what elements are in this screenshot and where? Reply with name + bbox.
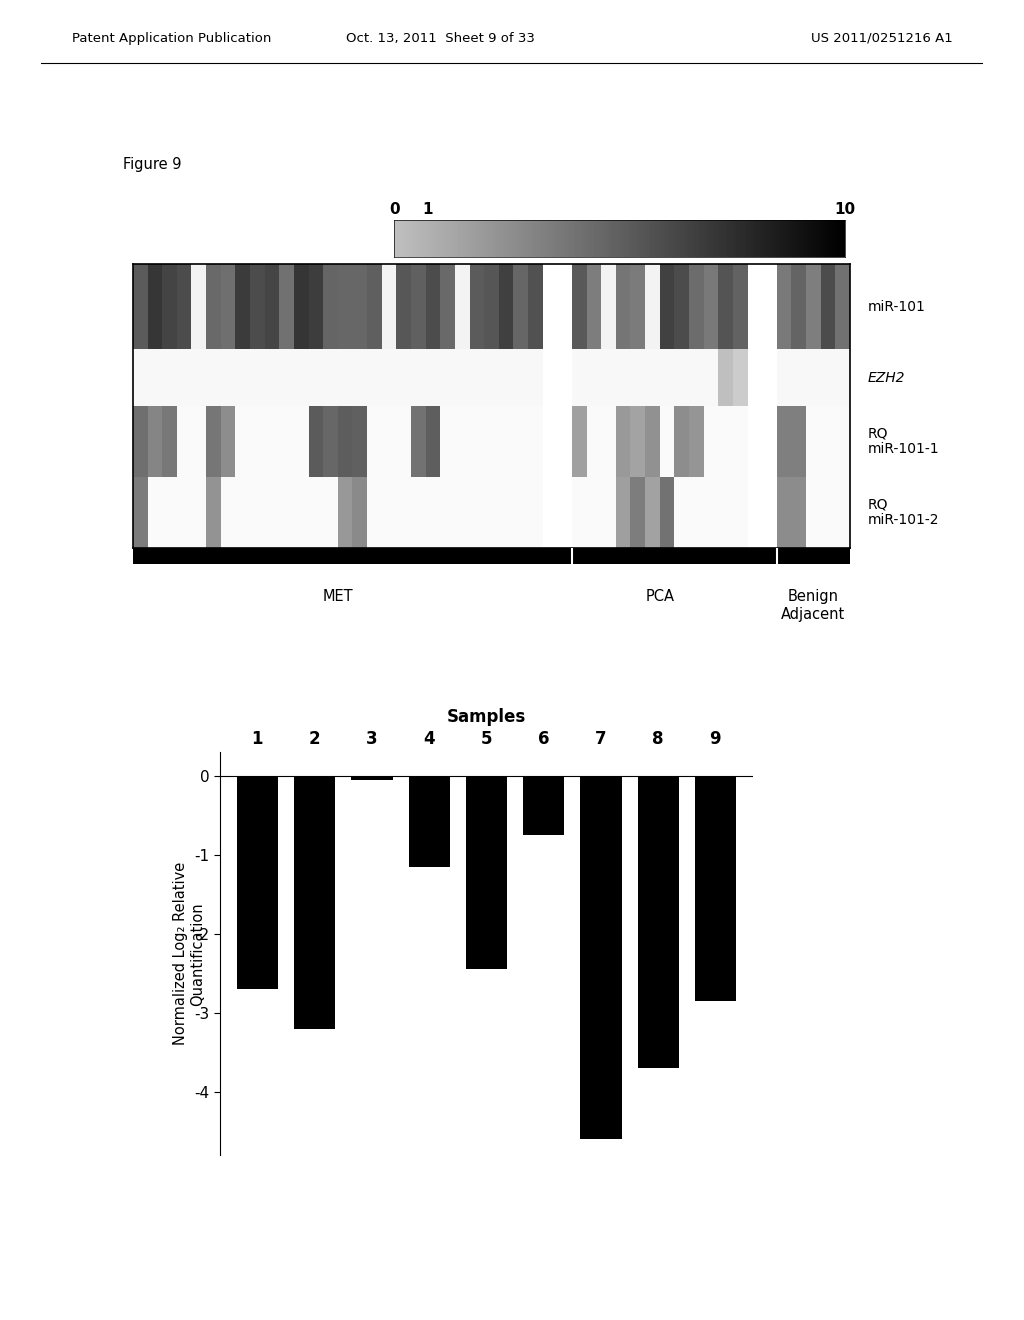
Bar <box>351 776 392 780</box>
Text: Oct. 13, 2011  Sheet 9 of 33: Oct. 13, 2011 Sheet 9 of 33 <box>346 32 535 45</box>
Text: RQ
miR-101-2: RQ miR-101-2 <box>867 498 939 528</box>
Title: Samples: Samples <box>446 708 526 726</box>
Text: US 2011/0251216 A1: US 2011/0251216 A1 <box>811 32 952 45</box>
Text: 10: 10 <box>835 202 855 216</box>
Bar <box>638 776 679 1068</box>
Text: 1: 1 <box>423 202 433 216</box>
Text: Benign
Adjacent: Benign Adjacent <box>781 590 846 622</box>
Bar <box>237 776 278 989</box>
Text: Figure 9: Figure 9 <box>123 157 181 173</box>
Text: RQ
miR-101-1: RQ miR-101-1 <box>867 426 939 457</box>
Text: Patent Application Publication: Patent Application Publication <box>72 32 271 45</box>
Bar <box>695 776 736 1001</box>
Bar <box>294 776 335 1028</box>
Text: 0: 0 <box>389 202 399 216</box>
Bar <box>581 776 622 1139</box>
Y-axis label: Normalized Log₂ Relative
Quantification: Normalized Log₂ Relative Quantification <box>173 862 205 1045</box>
Text: PCA: PCA <box>645 590 674 605</box>
Bar <box>466 776 507 969</box>
Bar <box>523 776 564 836</box>
Text: miR-101: miR-101 <box>867 300 926 314</box>
Text: MET: MET <box>323 590 353 605</box>
Text: EZH2: EZH2 <box>867 371 905 384</box>
Bar <box>409 776 450 867</box>
